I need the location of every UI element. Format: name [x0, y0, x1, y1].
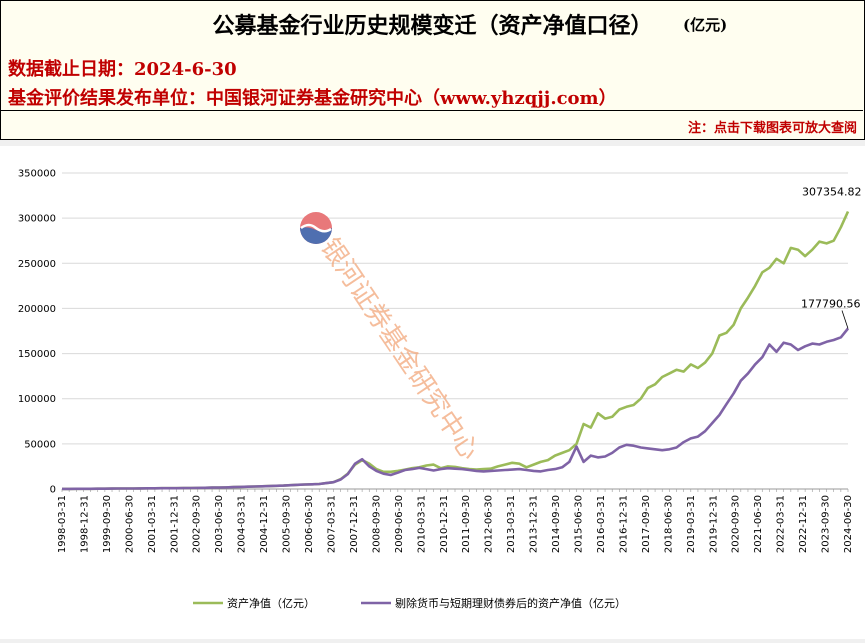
y-tick-label: 100000	[18, 394, 56, 405]
end-label-series-2: 177790.56	[801, 297, 861, 310]
y-tick-label: 250000	[18, 259, 56, 270]
x-tick-label: 2016-12-31	[618, 495, 629, 553]
x-tick-label: 2008-09-30	[371, 495, 382, 553]
x-tick-label: 2011-09-30	[461, 495, 472, 553]
x-tick-label: 2010-12-31	[439, 495, 450, 553]
x-tick-label: 2022-12-31	[798, 495, 809, 553]
x-tick-label: 2009-06-30	[394, 495, 405, 553]
x-tick-label: 1998-03-31	[57, 495, 68, 553]
x-axis: 1998-03-31 1998-12-31 1999-09-30 2000-06-30…	[57, 488, 854, 553]
x-tick-label: 2024-06-30	[843, 495, 854, 553]
y-tick-label: 50000	[24, 439, 56, 450]
x-tick-label: 2021-06-30	[753, 495, 764, 553]
y-tick-label: 0	[50, 485, 56, 496]
end-labels: 307354.82 177790.56	[801, 186, 862, 329]
x-tick-label: 2013-12-31	[529, 495, 540, 553]
report-header	[0, 0, 865, 140]
galaxy-securities-logo	[300, 212, 332, 244]
x-tick-label: 2015-06-30	[574, 495, 585, 553]
y-tick-label: 200000	[18, 304, 56, 315]
x-tick-label: 2023-09-30	[821, 495, 832, 553]
x-tick-label: 2001-12-31	[169, 495, 180, 553]
download-note[interactable]: 注：点击下载图表可放大查阅	[687, 121, 857, 136]
legend-label-series-1: 资产净值（亿元）	[227, 596, 315, 610]
end-label-series-1: 307354.82	[802, 186, 862, 199]
x-tick-label: 2007-12-31	[349, 495, 360, 553]
x-tick-label: 2020-09-30	[731, 495, 742, 553]
header-divider	[0, 110, 863, 111]
x-tick-label: 2013-03-31	[506, 495, 517, 553]
page-title: 公募基金行业历史规模变迁（资产净值口径）	[212, 13, 653, 39]
x-tick-label: 2004-12-31	[259, 495, 270, 553]
y-axis: 0 50000 100000 150000 200000 250000 300000 3500…	[18, 169, 56, 496]
x-tick-label: 2006-06-30	[304, 495, 315, 553]
x-tick-label: 2001-03-31	[147, 495, 158, 553]
y-tick-label: 350000	[18, 169, 56, 180]
x-tick-label: 2012-06-30	[484, 495, 495, 553]
chart-background	[0, 146, 865, 639]
x-tick-label: 2018-06-30	[663, 495, 674, 553]
x-tick-label: 2010-03-31	[416, 495, 427, 553]
x-tick-label: 2005-09-30	[282, 495, 293, 553]
legend: 资产净值（亿元） 剔除货币与短期理财债券后的资产净值（亿元）	[193, 596, 626, 610]
legend-label-series-2: 剔除货币与短期理财债券后的资产净值（亿元）	[395, 596, 626, 610]
x-tick-label: 2007-03-31	[326, 495, 337, 553]
fund-scale-line-chart: 0 50000 100000 150000 200000 250000 300000 3500…	[0, 146, 865, 639]
x-tick-label: 2014-09-30	[551, 495, 562, 553]
x-tick-label: 2016-03-31	[596, 495, 607, 553]
chart-container: 0 50000 100000 150000 200000 250000 300000 3500…	[0, 146, 865, 639]
title-unit: (亿元)	[683, 16, 728, 34]
y-tick-label: 150000	[18, 349, 56, 360]
x-tick-label: 2019-03-31	[686, 495, 697, 553]
y-tick-label: 300000	[18, 214, 56, 225]
series-lines	[62, 210, 850, 491]
x-tick-label: 2019-12-31	[708, 495, 719, 553]
x-tick-label: 2022-03-31	[776, 495, 787, 553]
publisher-line: 基金评价结果发布单位：中国银河证券基金研究中心（www.yhzqjj.com）	[8, 88, 617, 109]
x-tick-label: 2002-09-30	[192, 495, 203, 553]
end-label-leader	[841, 310, 849, 329]
x-tick-label: 2004-03-31	[237, 495, 248, 553]
gridlines	[62, 172, 848, 490]
x-tick-label: 1999-09-30	[102, 495, 113, 553]
x-tick-label: 1998-12-31	[79, 495, 90, 553]
series-line-2	[62, 327, 850, 491]
x-tick-label: 2003-06-30	[214, 495, 225, 553]
data-date-line: 数据截止日期：2024-6-30	[8, 59, 237, 80]
x-tick-label: 2000-06-30	[124, 495, 135, 553]
x-tick-label: 2017-09-30	[641, 495, 652, 553]
